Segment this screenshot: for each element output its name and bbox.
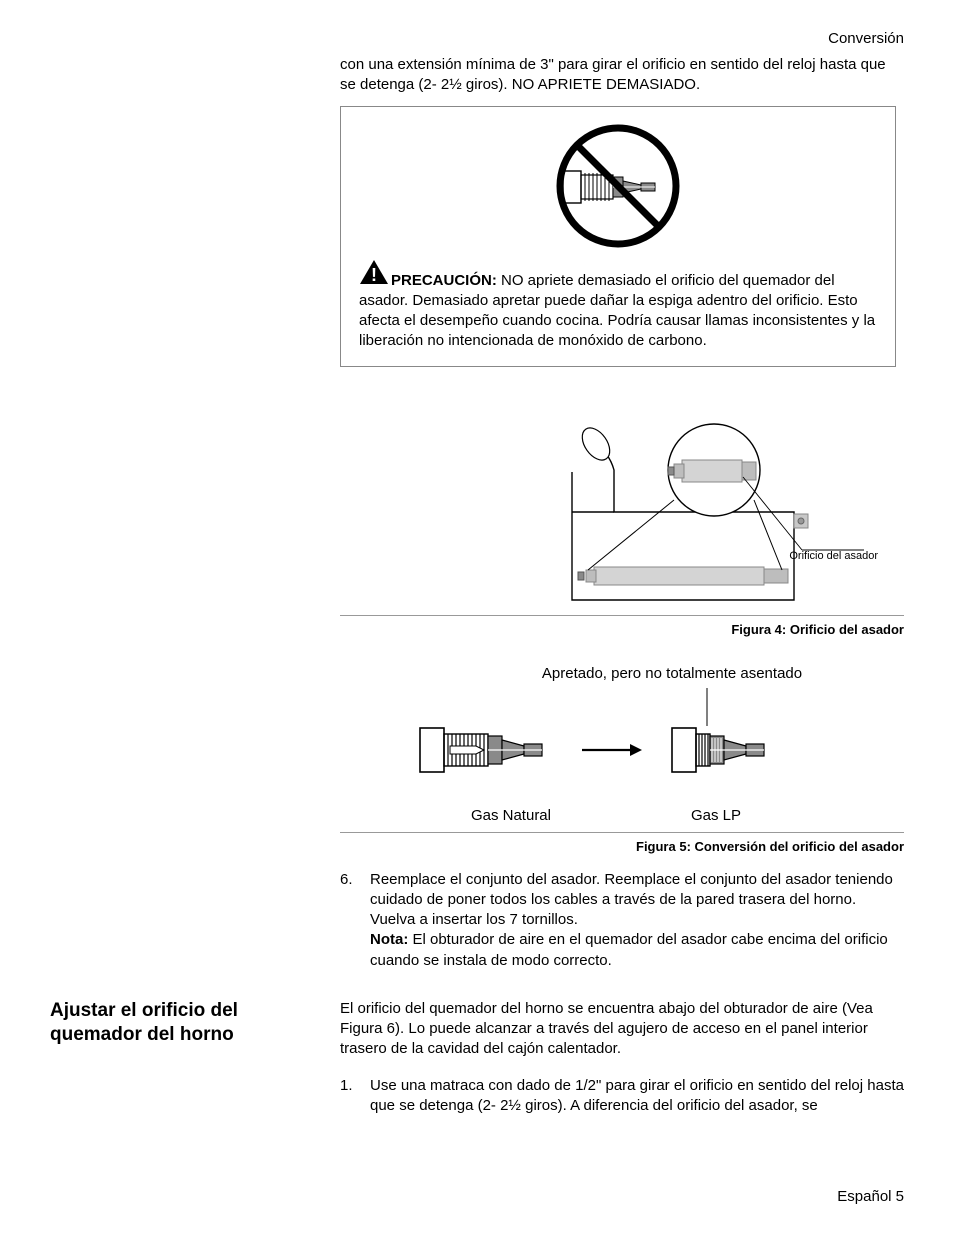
- step-6-note-text: El obturador de aire en el quemador del …: [370, 931, 888, 968]
- page-section-label: Conversión: [50, 30, 904, 47]
- figure-4: Orificio del asador Figura 4: Orificio d…: [340, 422, 904, 637]
- step-1-number: 1.: [340, 1076, 358, 1117]
- section-paragraph: El orificio del quemador del horno se en…: [340, 999, 904, 1060]
- figure-4-caption: Figura 4: Orificio del asador: [340, 615, 904, 637]
- prohibition-figure: [359, 119, 877, 259]
- step-6-note-label: Nota:: [370, 931, 408, 948]
- section-heading: Ajustar el orificio del quemador del hor…: [50, 999, 340, 1124]
- step-6-number: 6.: [340, 870, 358, 971]
- step-6-body: Reemplace el conjunto del asador. Reempl…: [370, 870, 904, 971]
- section-adjust-oven-orifice: Ajustar el orificio del quemador del hor…: [50, 999, 904, 1124]
- step-1: 1. Use una matraca con dado de 1/2" para…: [340, 1076, 904, 1117]
- caution-label: PRECAUCIÓN:: [391, 272, 497, 289]
- figure-5-caption: Figura 5: Conversión del orificio del as…: [340, 832, 904, 854]
- caution-text: ! PRECAUCIÓN: NO apriete demasiado el or…: [359, 259, 877, 352]
- warning-triangle-icon: !: [359, 259, 389, 291]
- figure-5-top-label: Apretado, pero no totalmente asentado: [440, 665, 904, 682]
- step-1-text: Use una matraca con dado de 1/2" para gi…: [370, 1076, 904, 1117]
- figure-5-left-label: Gas Natural: [471, 807, 551, 824]
- page-footer: Español 5: [837, 1188, 904, 1205]
- step-6-text: Reemplace el conjunto del asador. Reempl…: [370, 871, 893, 929]
- svg-text:!: !: [371, 265, 377, 285]
- figure-5: Apretado, pero no totalmente asentado: [340, 665, 904, 854]
- step-6: 6. Reemplace el conjunto del asador. Ree…: [340, 870, 904, 971]
- caution-box: ! PRECAUCIÓN: NO apriete demasiado el or…: [340, 106, 896, 367]
- intro-paragraph: con una extensión mínima de 3" para gira…: [340, 55, 904, 96]
- figure-5-right-label: Gas LP: [691, 807, 741, 824]
- figure-4-part-label: Orificio del asador: [789, 550, 878, 562]
